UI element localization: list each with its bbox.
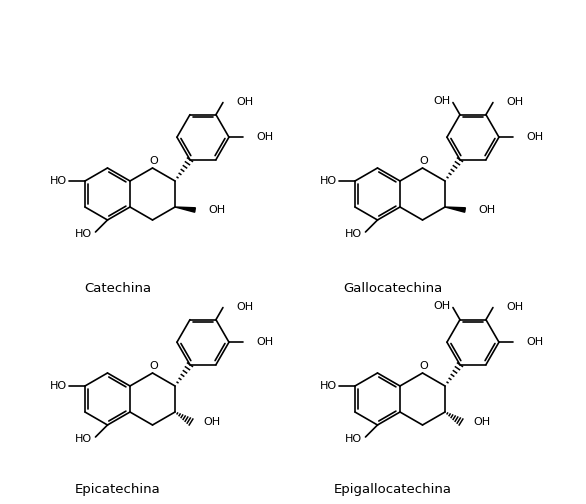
Text: HO: HO [50, 381, 67, 391]
Text: OH: OH [256, 132, 273, 142]
Text: HO: HO [345, 229, 363, 239]
Text: Epicatechina: Epicatechina [75, 482, 161, 495]
Text: O: O [419, 361, 428, 371]
Text: OH: OH [236, 97, 253, 106]
Text: OH: OH [236, 301, 253, 311]
Text: O: O [149, 156, 158, 166]
Text: O: O [419, 156, 428, 166]
Text: O: O [149, 361, 158, 371]
Text: HO: HO [320, 176, 337, 186]
Text: OH: OH [526, 132, 543, 142]
Text: OH: OH [526, 337, 543, 347]
Polygon shape [445, 207, 465, 212]
Text: OH: OH [506, 97, 523, 106]
Text: HO: HO [76, 229, 93, 239]
Text: OH: OH [208, 205, 225, 215]
Text: HO: HO [320, 381, 337, 391]
Text: HO: HO [50, 176, 67, 186]
Polygon shape [175, 207, 195, 212]
Text: HO: HO [76, 434, 93, 444]
Text: Epigallocatechina: Epigallocatechina [334, 482, 452, 495]
Text: OH: OH [203, 417, 220, 427]
Text: OH: OH [434, 96, 451, 105]
Text: HO: HO [345, 434, 363, 444]
Text: OH: OH [506, 301, 523, 311]
Text: OH: OH [473, 417, 490, 427]
Text: OH: OH [478, 205, 495, 215]
Text: Catechina: Catechina [84, 283, 152, 295]
Text: OH: OH [256, 337, 273, 347]
Text: OH: OH [434, 300, 451, 310]
Text: Gallocatechina: Gallocatechina [343, 283, 442, 295]
